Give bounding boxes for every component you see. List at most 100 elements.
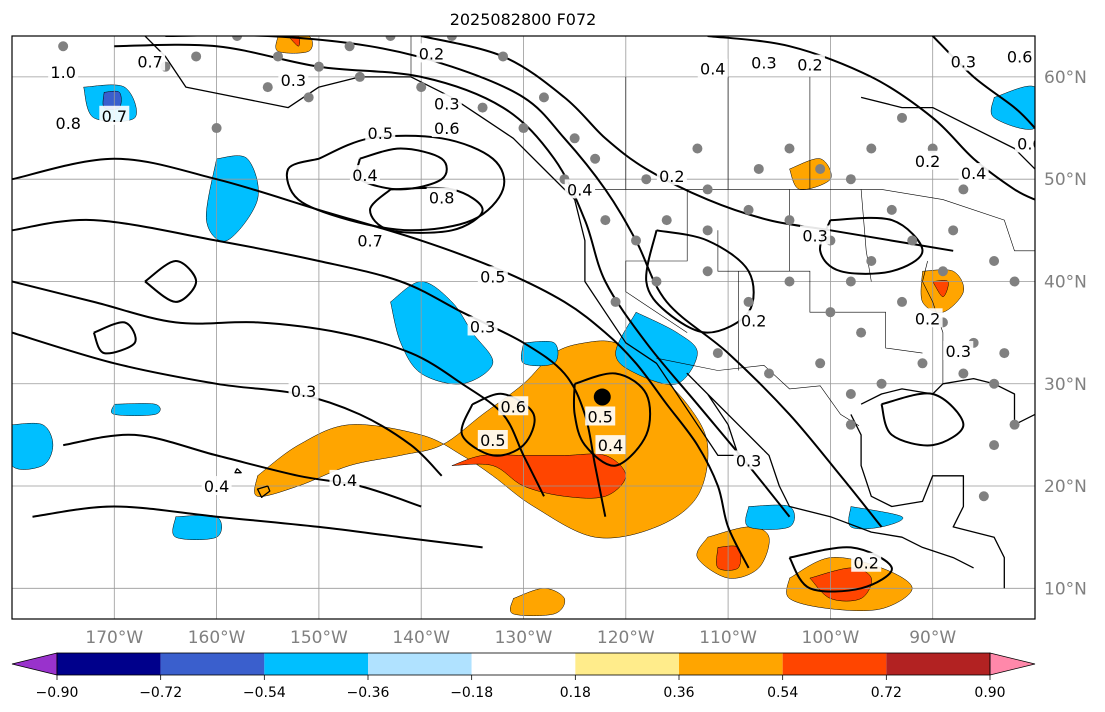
- station-markers: [58, 36, 1020, 502]
- contour-line: [63, 433, 422, 508]
- contour-label: 0.8: [56, 114, 81, 133]
- station-dot: [815, 163, 826, 174]
- station-dot: [518, 123, 529, 134]
- station-dot: [538, 92, 549, 103]
- contour-line: [32, 505, 483, 549]
- station-dot: [845, 276, 856, 287]
- contour-label-bg: [329, 469, 360, 489]
- contour-line: [285, 134, 506, 232]
- contour-label: 0.3: [802, 226, 827, 245]
- station-dot: [856, 327, 867, 338]
- border-line: [717, 230, 923, 354]
- station-dot: [232, 36, 243, 41]
- station-dot: [886, 204, 897, 215]
- longitude-tick-label: 150°W: [290, 628, 348, 648]
- contour-line: [460, 392, 536, 457]
- contour-label: 0.4: [598, 436, 623, 455]
- contour-label-bg: [697, 58, 728, 78]
- station-dot: [702, 184, 713, 195]
- contour-line: [788, 546, 893, 593]
- coastline: [860, 377, 1035, 426]
- contour-label: 0.8: [429, 189, 454, 208]
- contour-label: 0.3: [291, 382, 316, 401]
- contour-label: 0.4: [332, 471, 357, 490]
- station-dot: [610, 296, 621, 307]
- contour-label-bg: [1014, 133, 1035, 153]
- contour-label-bg: [431, 118, 462, 138]
- station-dot: [385, 36, 396, 41]
- contour-label: 0.3: [281, 71, 306, 90]
- station-dot: [262, 82, 273, 93]
- colorbar-tick-label: 0.72: [871, 685, 902, 701]
- border-line: [625, 189, 688, 333]
- station-dot: [743, 296, 754, 307]
- contour-label: 0.5: [480, 267, 505, 286]
- contour-label: 0.7: [357, 232, 382, 251]
- contour-label-bg: [851, 552, 882, 572]
- contour-line: [819, 216, 924, 275]
- contour-label: 0.6: [434, 119, 459, 138]
- longitude-tick-label: 110°W: [699, 628, 757, 648]
- station-dot: [845, 174, 856, 185]
- contour-label-bg: [794, 54, 825, 74]
- station-dot: [866, 143, 877, 154]
- center-marker-dot: [593, 388, 611, 406]
- contour-label-bg: [748, 52, 779, 72]
- station-dot: [989, 256, 1000, 267]
- longitude-tick-label: 90°W: [909, 628, 956, 648]
- longitude-tick-label: 170°W: [85, 628, 143, 648]
- contour-label-bg: [656, 166, 687, 186]
- shaded-region: [111, 403, 161, 416]
- station-dot: [344, 41, 355, 52]
- latitude-tick-label: 20°N: [1044, 477, 1087, 497]
- contour-label-bg: [733, 450, 764, 470]
- colorbar-tick-label: −0.54: [243, 685, 286, 701]
- station-dot: [937, 266, 948, 277]
- contour-label: 0.2: [419, 44, 444, 63]
- station-dot: [948, 225, 959, 236]
- station-dot: [958, 184, 969, 195]
- contour-label: 0.4: [700, 60, 725, 79]
- contour-label-bg: [53, 112, 84, 132]
- station-dot: [446, 36, 457, 41]
- station-dot: [303, 92, 314, 103]
- contour-line: [880, 392, 965, 447]
- contour-label-bg: [355, 230, 386, 250]
- contour-label-bg: [135, 51, 166, 71]
- contour-label-bg: [564, 179, 595, 199]
- colorbar-segment: [368, 653, 472, 675]
- contour-label-bg: [349, 165, 380, 185]
- border-line: [656, 357, 860, 426]
- station-dot: [897, 112, 908, 123]
- contour-label-bg: [948, 51, 979, 71]
- contour-label: 0.3: [751, 54, 776, 73]
- coastline: [234, 468, 242, 474]
- colorbar-segment: [471, 653, 576, 675]
- contour-label-bg: [288, 380, 319, 400]
- contour-label: 0.2: [659, 167, 684, 186]
- contour-label: 0.2: [915, 309, 940, 328]
- contour-label-bg: [800, 225, 831, 245]
- chart-title: 2025082800 F072: [449, 10, 597, 29]
- colorbar-frame: [56, 652, 991, 676]
- contour-label: 0.4: [352, 166, 377, 185]
- contour-label-bg: [912, 308, 943, 328]
- station-dot: [651, 276, 662, 287]
- contour-label-bg: [416, 43, 447, 63]
- contour-label-bg: [738, 310, 769, 330]
- map-frame: [11, 35, 1036, 620]
- contour-label: 0.5: [368, 124, 393, 143]
- station-dot: [211, 123, 222, 134]
- border-line: [595, 189, 1035, 252]
- station-dot: [815, 358, 826, 369]
- contour-label: 0.2: [915, 152, 940, 171]
- contour-label: 0.2: [797, 56, 822, 75]
- contour-label-bg: [365, 123, 396, 143]
- station-dot: [692, 143, 703, 154]
- contour-label-bg: [467, 316, 498, 336]
- coastline: [256, 485, 271, 498]
- colorbar: [11, 652, 1036, 676]
- station-dot: [1009, 276, 1020, 287]
- station-dot: [702, 225, 713, 236]
- contour-label: 1.0: [50, 63, 75, 82]
